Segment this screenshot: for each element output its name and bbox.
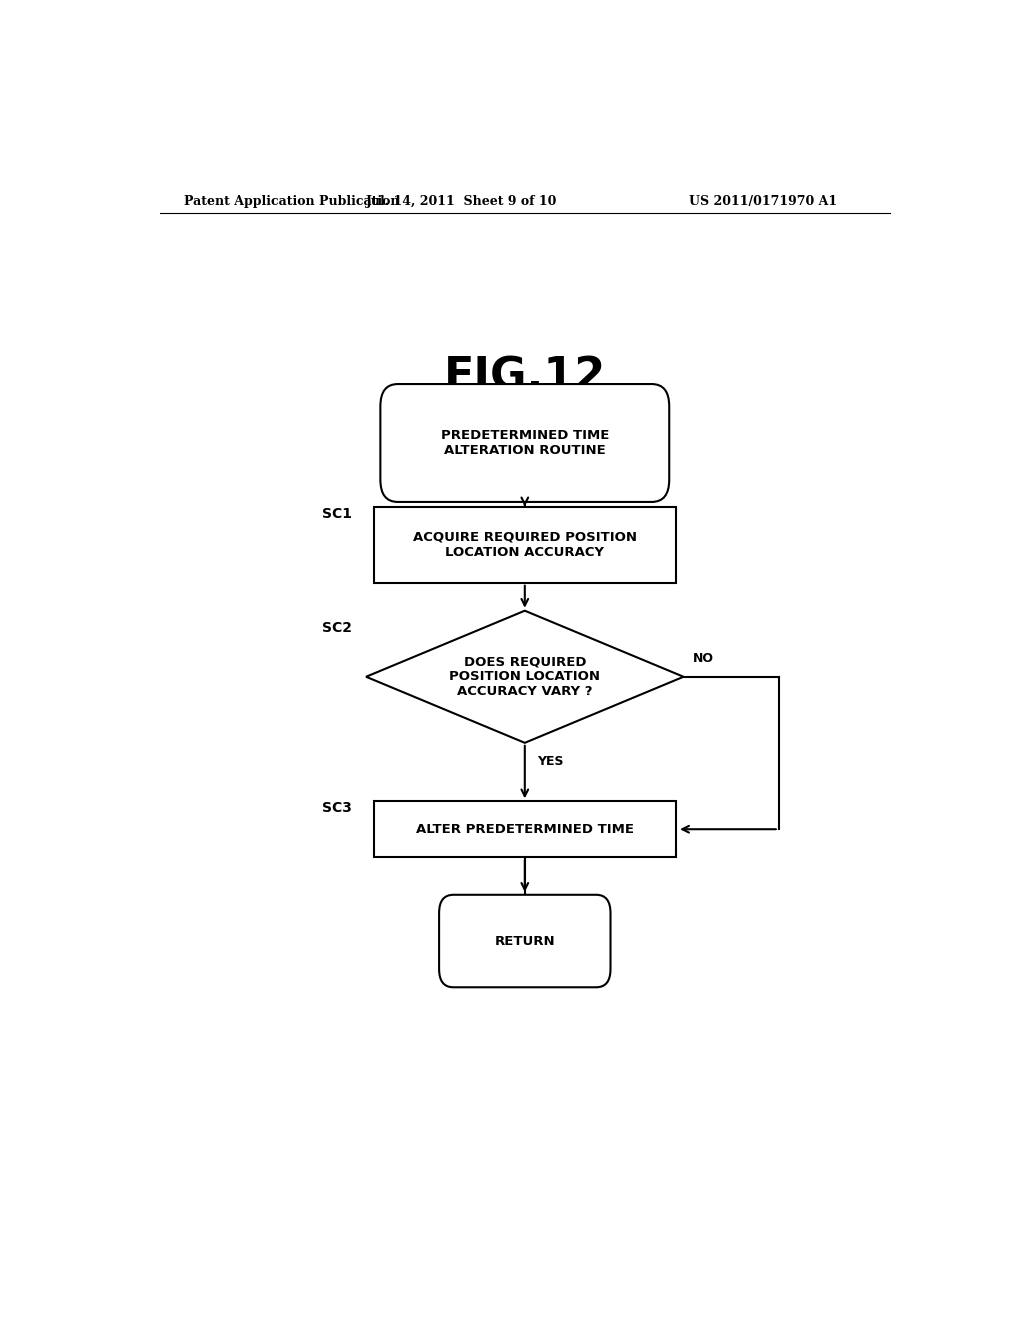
Text: YES: YES <box>537 755 563 768</box>
Text: ACQUIRE REQUIRED POSITION
LOCATION ACCURACY: ACQUIRE REQUIRED POSITION LOCATION ACCUR… <box>413 531 637 558</box>
Text: PREDETERMINED TIME
ALTERATION ROUTINE: PREDETERMINED TIME ALTERATION ROUTINE <box>440 429 609 457</box>
Text: DOES REQUIRED
POSITION LOCATION
ACCURACY VARY ?: DOES REQUIRED POSITION LOCATION ACCURACY… <box>450 655 600 698</box>
Text: SC3: SC3 <box>323 801 352 816</box>
Text: ALTER PREDETERMINED TIME: ALTER PREDETERMINED TIME <box>416 822 634 836</box>
Text: FIG.12: FIG.12 <box>443 355 606 399</box>
Polygon shape <box>367 611 684 743</box>
Text: NO: NO <box>693 652 714 664</box>
FancyBboxPatch shape <box>439 895 610 987</box>
Bar <box>374 801 676 857</box>
Text: Jul. 14, 2011  Sheet 9 of 10: Jul. 14, 2011 Sheet 9 of 10 <box>366 194 557 207</box>
Bar <box>374 507 676 582</box>
Text: Patent Application Publication: Patent Application Publication <box>183 194 399 207</box>
Text: US 2011/0171970 A1: US 2011/0171970 A1 <box>689 194 837 207</box>
Text: SC2: SC2 <box>323 620 352 635</box>
Text: SC1: SC1 <box>323 507 352 520</box>
FancyBboxPatch shape <box>380 384 670 502</box>
Text: RETURN: RETURN <box>495 935 555 948</box>
